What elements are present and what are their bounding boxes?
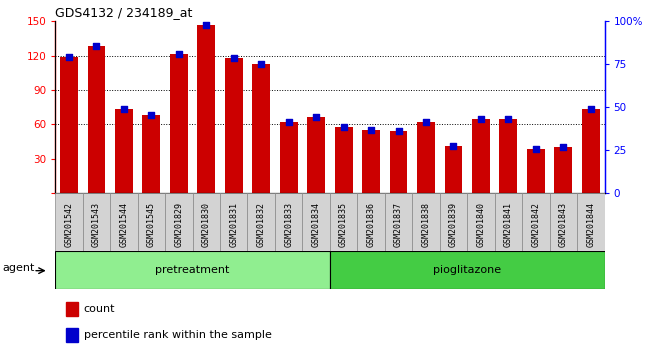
Text: GSM201834: GSM201834 xyxy=(311,202,320,247)
Bar xyxy=(252,64,270,193)
Bar xyxy=(550,193,577,251)
Bar xyxy=(170,55,188,193)
Text: GSM201840: GSM201840 xyxy=(476,202,486,247)
Bar xyxy=(165,193,192,251)
Point xyxy=(558,144,569,150)
Text: GSM201842: GSM201842 xyxy=(531,202,540,247)
Bar xyxy=(192,193,220,251)
Bar xyxy=(330,193,358,251)
Bar xyxy=(467,193,495,251)
Point xyxy=(421,119,431,125)
Point xyxy=(503,116,514,121)
Bar xyxy=(302,193,330,251)
Text: GSM201542: GSM201542 xyxy=(64,202,73,247)
Text: GSM201843: GSM201843 xyxy=(559,202,568,247)
Bar xyxy=(472,119,490,193)
Text: GSM201544: GSM201544 xyxy=(120,202,129,247)
Point xyxy=(283,119,294,125)
Bar xyxy=(275,193,302,251)
Point xyxy=(201,22,211,28)
Text: GSM201837: GSM201837 xyxy=(394,202,403,247)
Bar xyxy=(445,146,462,193)
Text: GDS4132 / 234189_at: GDS4132 / 234189_at xyxy=(55,6,192,19)
Bar xyxy=(439,193,467,251)
Bar xyxy=(495,193,522,251)
Text: GSM201833: GSM201833 xyxy=(284,202,293,247)
Point xyxy=(119,107,129,112)
Text: pioglitazone: pioglitazone xyxy=(433,265,501,275)
Bar xyxy=(142,115,161,193)
Point xyxy=(366,127,376,133)
Bar xyxy=(358,193,385,251)
Bar xyxy=(88,46,105,193)
Text: GSM201844: GSM201844 xyxy=(586,202,595,247)
Text: GSM201830: GSM201830 xyxy=(202,202,211,247)
Bar xyxy=(115,109,133,193)
Bar xyxy=(225,58,242,193)
Bar xyxy=(198,25,215,193)
Bar xyxy=(582,109,600,193)
Text: GSM201543: GSM201543 xyxy=(92,202,101,247)
Text: GSM201838: GSM201838 xyxy=(421,202,430,247)
Bar xyxy=(577,193,605,251)
Bar xyxy=(554,147,572,193)
Bar xyxy=(55,251,330,289)
Bar xyxy=(111,193,138,251)
Point xyxy=(586,107,596,112)
Text: GSM201545: GSM201545 xyxy=(147,202,156,247)
Point xyxy=(448,143,459,149)
Bar xyxy=(280,122,298,193)
Point xyxy=(530,147,541,152)
Bar xyxy=(335,126,352,193)
Bar xyxy=(307,118,325,193)
Bar xyxy=(55,193,83,251)
Text: GSM201841: GSM201841 xyxy=(504,202,513,247)
Point xyxy=(476,116,486,121)
Bar xyxy=(66,328,78,342)
Bar xyxy=(417,122,435,193)
Text: GSM201836: GSM201836 xyxy=(367,202,376,247)
Bar xyxy=(66,302,78,316)
Text: count: count xyxy=(84,304,115,314)
Point xyxy=(91,44,101,49)
Bar xyxy=(412,193,439,251)
Bar xyxy=(362,130,380,193)
Bar xyxy=(138,193,165,251)
Text: GSM201829: GSM201829 xyxy=(174,202,183,247)
Bar xyxy=(60,57,78,193)
Text: GSM201835: GSM201835 xyxy=(339,202,348,247)
Bar xyxy=(499,119,517,193)
Point xyxy=(64,54,74,59)
Point xyxy=(146,112,157,118)
Bar xyxy=(389,131,408,193)
Point xyxy=(311,115,321,120)
Point xyxy=(256,61,266,67)
Text: GSM201839: GSM201839 xyxy=(449,202,458,247)
Bar xyxy=(248,193,275,251)
Text: pretreatment: pretreatment xyxy=(155,265,229,275)
Bar xyxy=(83,193,110,251)
Bar xyxy=(330,251,604,289)
Bar xyxy=(522,193,550,251)
Bar xyxy=(220,193,248,251)
Text: percentile rank within the sample: percentile rank within the sample xyxy=(84,330,272,340)
Bar xyxy=(385,193,412,251)
Text: GSM201831: GSM201831 xyxy=(229,202,239,247)
Point xyxy=(229,55,239,61)
Text: agent: agent xyxy=(3,263,35,273)
Text: GSM201832: GSM201832 xyxy=(257,202,266,247)
Point xyxy=(393,128,404,134)
Point xyxy=(339,124,349,129)
Bar xyxy=(527,149,545,193)
Point xyxy=(174,52,184,57)
